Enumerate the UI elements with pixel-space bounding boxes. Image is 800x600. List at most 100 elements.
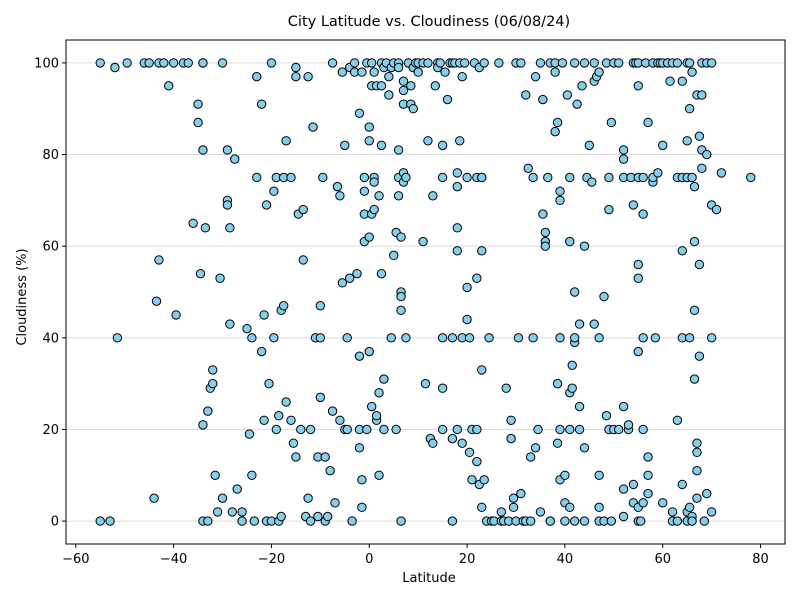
data-point xyxy=(472,456,482,467)
data-point xyxy=(357,475,367,485)
data-point xyxy=(413,67,423,77)
data-point xyxy=(687,172,697,183)
data-point xyxy=(264,378,274,389)
data-point xyxy=(643,470,653,480)
data-point xyxy=(376,140,387,151)
data-point xyxy=(658,498,668,508)
data-point xyxy=(210,470,220,480)
data-point xyxy=(371,411,382,421)
data-point xyxy=(437,172,448,183)
data-point xyxy=(672,415,683,425)
data-point xyxy=(222,200,233,210)
data-point xyxy=(298,204,308,215)
data-point xyxy=(697,90,707,100)
data-point xyxy=(589,319,599,329)
data-point xyxy=(232,484,242,494)
data-point xyxy=(379,374,389,384)
data-point xyxy=(711,204,722,215)
data-point xyxy=(315,301,326,311)
data-point xyxy=(535,507,546,517)
chart-title: City Latitude vs. Cloudiness (06/08/24) xyxy=(288,14,570,30)
data-point xyxy=(396,516,406,526)
y-tick-label: 80 xyxy=(42,148,59,163)
data-point xyxy=(528,172,538,183)
data-point xyxy=(256,346,267,357)
data-point xyxy=(247,470,257,480)
data-point xyxy=(110,62,120,73)
data-point xyxy=(594,333,604,343)
data-point xyxy=(151,296,162,306)
data-point xyxy=(574,424,585,435)
data-point xyxy=(692,493,702,503)
data-point xyxy=(650,333,661,343)
data-point xyxy=(305,424,316,435)
x-tick-label: 80 xyxy=(752,552,769,567)
data-point xyxy=(354,108,365,119)
data-point xyxy=(464,447,475,458)
data-point xyxy=(256,99,267,109)
data-point xyxy=(692,447,702,458)
data-point xyxy=(550,67,560,77)
data-point xyxy=(658,140,668,151)
data-point xyxy=(623,420,634,430)
data-point xyxy=(354,351,365,361)
data-point xyxy=(636,516,646,526)
data-point xyxy=(359,186,370,196)
data-point xyxy=(200,223,211,233)
data-point xyxy=(330,498,340,508)
data-point xyxy=(530,443,541,453)
x-tick-label: −40 xyxy=(160,552,187,567)
data-point xyxy=(555,186,565,196)
data-point xyxy=(122,58,132,68)
data-point xyxy=(477,502,487,513)
data-point xyxy=(144,58,154,68)
data-point xyxy=(594,470,604,480)
data-point xyxy=(462,314,472,325)
data-point xyxy=(281,136,291,146)
data-point xyxy=(684,104,695,114)
data-point xyxy=(261,200,272,210)
data-point xyxy=(447,516,458,526)
x-tick-label: 0 xyxy=(365,552,373,567)
data-point xyxy=(303,71,313,82)
data-point xyxy=(550,126,560,137)
data-point xyxy=(391,424,401,435)
data-point xyxy=(467,475,477,485)
data-point xyxy=(249,516,260,526)
y-tick-label: 60 xyxy=(42,240,59,255)
x-axis-ticks: −60 −40 −20 0 20 40 60 80 xyxy=(62,544,769,567)
data-point xyxy=(362,424,372,435)
data-point xyxy=(244,429,255,439)
data-point xyxy=(188,218,198,228)
data-point xyxy=(653,168,663,178)
data-point xyxy=(159,58,169,68)
data-point xyxy=(694,351,705,361)
data-point xyxy=(496,507,507,517)
data-point xyxy=(538,209,548,219)
data-point xyxy=(286,415,296,425)
data-point xyxy=(523,163,533,173)
data-point xyxy=(269,333,279,343)
data-point xyxy=(149,493,159,503)
data-point xyxy=(276,511,286,522)
data-point xyxy=(366,401,377,412)
data-point xyxy=(193,99,203,109)
data-point xyxy=(423,58,433,68)
data-point xyxy=(464,333,475,343)
data-point xyxy=(354,443,365,453)
data-point xyxy=(452,181,462,192)
data-point xyxy=(545,516,555,526)
data-point xyxy=(694,259,705,270)
data-point xyxy=(357,502,367,513)
data-point xyxy=(455,136,465,146)
data-point xyxy=(702,149,712,160)
data-point xyxy=(706,333,717,343)
data-point xyxy=(746,172,756,183)
data-point xyxy=(95,58,105,68)
data-point xyxy=(357,67,367,77)
data-point xyxy=(374,388,384,398)
data-point xyxy=(286,172,296,183)
data-point xyxy=(379,424,389,435)
data-point xyxy=(332,181,343,192)
data-point xyxy=(154,255,164,265)
